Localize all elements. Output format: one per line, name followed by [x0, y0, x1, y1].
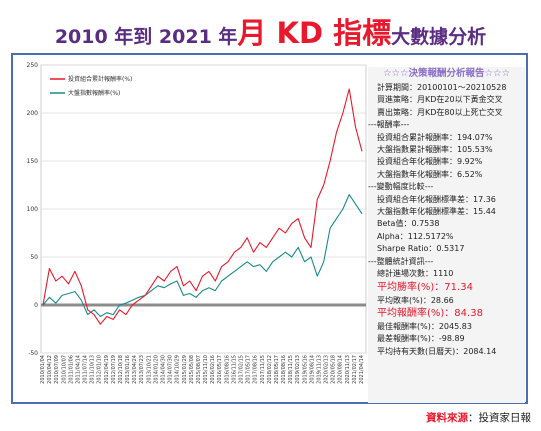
x-tick-label: 2015/11/10 [203, 355, 209, 384]
x-tick-label: 2017/11/15 [260, 355, 266, 384]
x-tick-label: 2019/11/13 [316, 355, 322, 384]
x-tick-label: 2021/04/14 [359, 355, 365, 384]
x-tick-label: 2018/05/17 [274, 355, 280, 384]
x-tick-label: 2020/11/13 [345, 355, 351, 384]
x-tick-label: 2016/08/16 [224, 355, 230, 384]
x-tick-label: 2012/04/19 [104, 355, 110, 384]
x-tick-label: 2017/05/17 [246, 355, 252, 384]
report-line: 最差報酬率(%)：-98.89 [377, 334, 465, 344]
y-tick-label: 50 [30, 254, 38, 261]
y-tick-label: 0 [34, 302, 38, 309]
report-panel: ☆☆☆決策報酬分析報告☆☆☆ 計算期間：20100101～20210528 買進策… [368, 67, 525, 403]
index-line [42, 194, 363, 318]
x-tick-label: 2016/11/15 [231, 355, 237, 384]
x-tick-label: 2011/01/06 [68, 355, 74, 384]
x-tick-label: 2010/04/12 [47, 355, 53, 384]
x-tick-label: 2020/05/18 [331, 355, 337, 384]
x-tick-label: 2010/07/09 [54, 355, 60, 384]
x-tick-label: 2010/10/07 [61, 355, 67, 384]
x-tick-label: 2016/05/17 [217, 355, 223, 384]
x-tick-label: 2019/05/16 [302, 355, 308, 384]
source-label: 資料來源 [426, 412, 468, 424]
x-tick-label: 2013/01/16 [125, 355, 131, 384]
report-lines: 計算期間：20100101～20210528 買進策略：月KD在20以下黃金交叉賣… [368, 82, 525, 358]
report-line: 大盤指數累計報酬率：105.53% [377, 145, 493, 155]
x-tick-label: 2017/08/16 [253, 355, 259, 384]
x-tick-label: 2020/08/14 [338, 355, 344, 384]
report-line: 平均持有天數(日曆天)：2084.14 [377, 346, 497, 356]
x-tick-label: 2010/01/04 [40, 355, 46, 384]
y-tick-label: 100 [27, 206, 39, 213]
report-line: 總計進場次數：1110 [377, 269, 454, 279]
report-line: 投資組合累計報酬率：194.07% [377, 132, 493, 142]
legend-label: 投資組合累計報酬率(%) [68, 75, 132, 83]
report-line: 賣出策略：月KD在80以上死亡交叉 [377, 107, 503, 117]
x-tick-label: 2011/10/13 [90, 355, 96, 384]
x-tick-label: 2014/01/20 [153, 355, 159, 384]
x-tick-label: 2013/10/21 [146, 355, 152, 384]
x-tick-label: 2018/08/16 [281, 355, 287, 384]
y-tick-label: 150 [27, 158, 39, 165]
x-tick-label: 2016/02/16 [210, 355, 216, 384]
title-part-analysis: 大數據分析 [391, 26, 487, 48]
x-tick-label: 2014/04/30 [161, 355, 167, 384]
report-line: 大盤指數年化報酬標準差：15.44 [377, 207, 496, 217]
x-tick-label: 2019/02/13 [295, 355, 301, 384]
x-tick-label: 2015/01/29 [182, 355, 188, 384]
x-tick-label: 2011/07/14 [83, 355, 89, 384]
x-tick-label: 2019/08/14 [309, 355, 315, 384]
x-tick-label: 2018/02/12 [267, 355, 273, 384]
chart-frame: -50 0 50 100 150 200 250 2010/01/04 2010/04/12 20… [11, 53, 528, 404]
x-tick-label: 2020/02/13 [324, 355, 330, 384]
y-tick-label: -50 [28, 350, 38, 357]
report-line: 大盤指數年化報酬率：6.52% [377, 169, 483, 179]
x-tick-label: 2017/02/15 [238, 355, 244, 384]
source-sep: ： [468, 412, 479, 424]
report-line: Sharpe Ratio：0.5317 [377, 244, 465, 254]
report-line: 投資組合年化報酬率：9.92% [377, 157, 483, 167]
report-line: 買進策略：月KD在20以下黃金交叉 [377, 95, 503, 105]
y-tick-label: 250 [27, 62, 39, 69]
report-line: 投資組合年化報酬標準差：17.36 [377, 194, 496, 204]
report-line: ---變動幅度比較--- [368, 182, 434, 192]
x-tick-label: 2018/11/15 [288, 355, 294, 384]
report-line: Alpha：112.5172% [377, 231, 454, 241]
y-tick-label: 200 [27, 110, 39, 117]
x-tick-label: 2014/07/30 [168, 355, 174, 384]
report-line: Beta值：0.7538 [377, 219, 440, 229]
report-heading: ☆☆☆決策報酬分析報告☆☆☆ [382, 68, 511, 79]
x-tick-label: 2012/10/18 [118, 355, 124, 384]
x-tick-label: 2014/10/29 [175, 355, 181, 384]
x-tick-label: 2021/02/17 [352, 355, 358, 384]
x-tick-label: 2015/08/07 [196, 355, 202, 384]
page-title: 2010 年到 2021 年月 KD 指標大數據分析 [0, 10, 541, 52]
portfolio-line [42, 88, 363, 325]
x-tick-label: 2011/04/14 [75, 355, 81, 384]
report-line: ---報酬率--- [368, 120, 410, 130]
x-tick-label: 2012/07/19 [111, 355, 117, 384]
x-tick-label: 2012/01/10 [97, 355, 103, 384]
source-note: 資料來源：投資家日報 [426, 410, 531, 425]
x-tick-label: 2015/05/08 [189, 355, 195, 384]
source-value: 投資家日報 [478, 412, 532, 424]
title-part-indicator: 月 KD 指標 [237, 16, 392, 50]
report-line: 平均勝率(%)：71.34 [377, 281, 473, 293]
report-line: 計算期間：20100101～20210528 [377, 83, 507, 92]
report-line: 平均報酬率(%)：84.38 [377, 307, 483, 319]
legend-label: 大盤指數報酬率(%) [68, 89, 120, 97]
report-line: 最佳報酬率(%)：2045.83 [377, 321, 472, 331]
title-part-years: 2010 年到 2021 年 [54, 26, 238, 48]
report-line: ---整體統計資訊--- [368, 256, 434, 266]
x-tick-label: 2013/04/24 [132, 355, 138, 384]
report-line: 平均敗率(%)：28.66 [377, 295, 454, 305]
x-tick-label: 2013/07/23 [139, 355, 145, 384]
